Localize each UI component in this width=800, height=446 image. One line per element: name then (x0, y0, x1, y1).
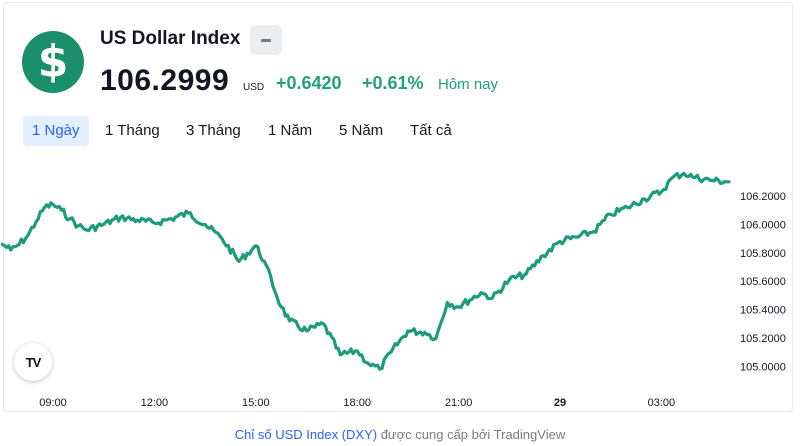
x-tick-label: 18:00 (343, 397, 371, 409)
chart-widget (3, 2, 793, 412)
tab-all[interactable]: Tất cả (410, 122, 452, 139)
y-tick-label: 105.2000 (740, 333, 786, 345)
y-tick-label: 106.0000 (740, 219, 786, 231)
price-change-percent: +0.61% (362, 73, 424, 93)
x-tick-label: 15:00 (242, 397, 270, 409)
tab-1-day[interactable]: 1 Ngày (23, 116, 89, 146)
price-change: +0.6420 (276, 73, 342, 93)
attribution-text: được cung cấp bởi TradingView (377, 427, 566, 442)
tab-5-years[interactable]: 5 Năm (339, 122, 384, 139)
x-tick-label: 12:00 (141, 397, 169, 409)
attribution-link[interactable]: Chỉ số USD Index (DXY) (234, 427, 378, 442)
x-tick-label: 21:00 (445, 397, 473, 409)
tradingview-logo-icon[interactable]: TV (14, 343, 52, 381)
y-tick-label: 105.4000 (740, 305, 786, 317)
symbol-title[interactable]: US Dollar Index (100, 28, 241, 49)
dollar-icon: $ (22, 31, 84, 93)
x-tick-label: 03:00 (648, 397, 676, 409)
tab-3-months[interactable]: 3 Tháng (186, 122, 241, 139)
tab-1-month[interactable]: 1 Tháng (105, 122, 160, 139)
y-tick-label: 105.8000 (740, 248, 786, 260)
currency-label: USD (243, 82, 265, 93)
dollar-symbol: $ (37, 36, 69, 87)
y-tick-label: 106.2000 (740, 191, 786, 203)
minus-icon[interactable] (250, 25, 282, 55)
attribution: Chỉ số USD Index (DXY) được cung cấp bởi… (0, 427, 800, 442)
x-axis: 09:00 12:00 15:00 18:00 21:00 29 03:00 (39, 397, 675, 409)
price-line (0, 171, 731, 371)
tab-1-year[interactable]: 1 Năm (268, 122, 313, 139)
x-tick-label: 29 (554, 397, 566, 409)
y-axis: 106.2000 106.0000 105.8000 105.6000 105.4000… (740, 191, 786, 373)
period-label: Hôm nay (438, 76, 499, 93)
price-value: 106.2999 (100, 64, 230, 97)
y-tick-label: 105.0000 (740, 361, 786, 373)
y-tick-label: 105.6000 (740, 276, 786, 288)
x-tick-label: 09:00 (39, 397, 67, 409)
